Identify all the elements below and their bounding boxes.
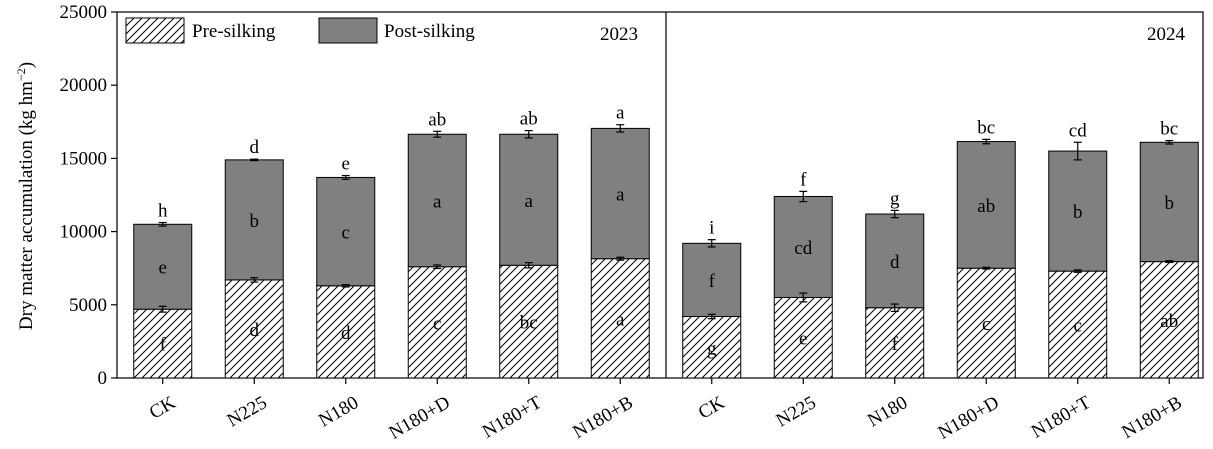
letter-post-silking: a [433,191,442,212]
y-tick-label: 25000 [60,2,108,23]
y-tick-label: 10000 [60,222,108,243]
bar-post-silking [499,133,559,266]
letter-total: h [158,201,168,222]
bar-pre-silking [590,258,650,379]
bar-pre-silking [1139,261,1199,379]
y-tick-label: 15000 [60,148,108,169]
bar-pre-silking [956,267,1016,379]
x-category-label: N225 [773,392,820,431]
letter-post-silking: b [250,211,260,232]
letter-total: g [890,188,900,209]
letter-total: cd [1069,120,1087,141]
plot-frame [116,11,1204,379]
x-category-label: N180+T [1028,392,1095,443]
bar-post-silking [773,195,833,298]
x-category-label: N180 [864,392,911,431]
letter-total: ab [520,109,538,130]
letter-pre-silking: c [433,313,441,334]
letter-total: i [709,218,714,239]
x-category-label: N180+B [569,392,636,443]
letter-total: ab [428,109,446,130]
letter-total: f [800,169,807,190]
y-axis-label: Dry matter accumulation (kg hm−2) [14,62,37,330]
legend-label-post-silking: Post-silking [384,21,475,42]
letter-post-silking: a [525,191,534,212]
letter-pre-silking: c [982,314,990,335]
letter-pre-silking: c [1074,316,1082,337]
letter-pre-silking: bc [520,313,538,334]
legend-label-pre-silking: Pre-silking [192,21,276,42]
plot-area: 0 5000 10000 15000 20000 25000 2023 f e h CK d b d N22… [60,2,1204,444]
letter-total: e [342,154,350,175]
y-tick-label: 5000 [69,295,107,316]
letter-pre-silking: e [799,329,807,350]
letter-pre-silking: f [160,335,167,356]
letter-post-silking: b [1073,202,1083,223]
bar-pre-silking [773,296,833,379]
letter-total: bc [977,117,995,138]
bar-post-silking [865,213,925,309]
letter-pre-silking: a [616,309,625,330]
y-tick-label: 20000 [60,75,108,96]
letter-pre-silking: ab [1160,311,1178,332]
x-category-label: N180+T [479,392,546,443]
y-axis-label-main: Dry matter accumulation (kg hm [16,81,37,330]
panel-year-label: 2024 [1147,24,1186,45]
bar-pre-silking [133,308,193,379]
letter-pre-silking: g [707,338,717,359]
letter-post-silking: a [616,185,625,206]
x-category-label: CK [146,392,180,424]
legend-swatch-pre-silking [125,17,185,44]
letter-pre-silking: d [250,320,260,341]
letter-total: bc [1160,119,1178,140]
y-tick-label: 0 [98,368,108,389]
bar-post-silking [407,133,467,268]
panel-year-label: 2023 [600,24,638,45]
letter-post-silking: c [342,223,350,244]
letter-pre-silking: f [892,334,899,355]
bar-pre-silking [1048,270,1108,379]
letter-post-silking: f [709,271,716,292]
letter-post-silking: cd [794,238,812,259]
bar-pre-silking [316,285,376,379]
bar-pre-silking [499,264,559,379]
letter-total: a [616,103,625,124]
legend-swatch-post-silking [318,17,378,44]
bar-post-silking [316,176,376,287]
letter-total: d [250,137,260,158]
letter-post-silking: e [159,258,167,279]
y-axis-label-close: ) [16,62,37,68]
bar-post-silking [590,127,650,260]
x-category-label: N180+D [386,392,454,444]
letter-pre-silking: d [341,323,351,344]
y-axis-label-superscript: −2 [14,68,28,81]
x-category-label: N180 [315,392,362,431]
x-category-label: CK [695,392,729,424]
x-category-label: N225 [224,392,271,431]
x-category-label: N180+B [1118,392,1185,443]
letter-post-silking: d [890,252,900,273]
x-category-label: N180+D [935,392,1003,444]
letter-post-silking: ab [977,196,995,217]
bar-pre-silking [682,316,742,379]
letter-post-silking: b [1165,193,1175,214]
